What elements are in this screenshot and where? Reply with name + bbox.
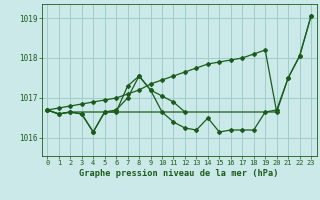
- X-axis label: Graphe pression niveau de la mer (hPa): Graphe pression niveau de la mer (hPa): [79, 169, 279, 178]
